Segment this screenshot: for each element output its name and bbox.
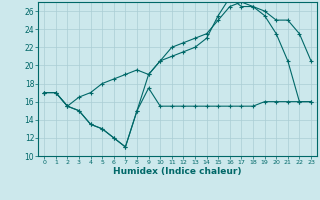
- X-axis label: Humidex (Indice chaleur): Humidex (Indice chaleur): [113, 167, 242, 176]
